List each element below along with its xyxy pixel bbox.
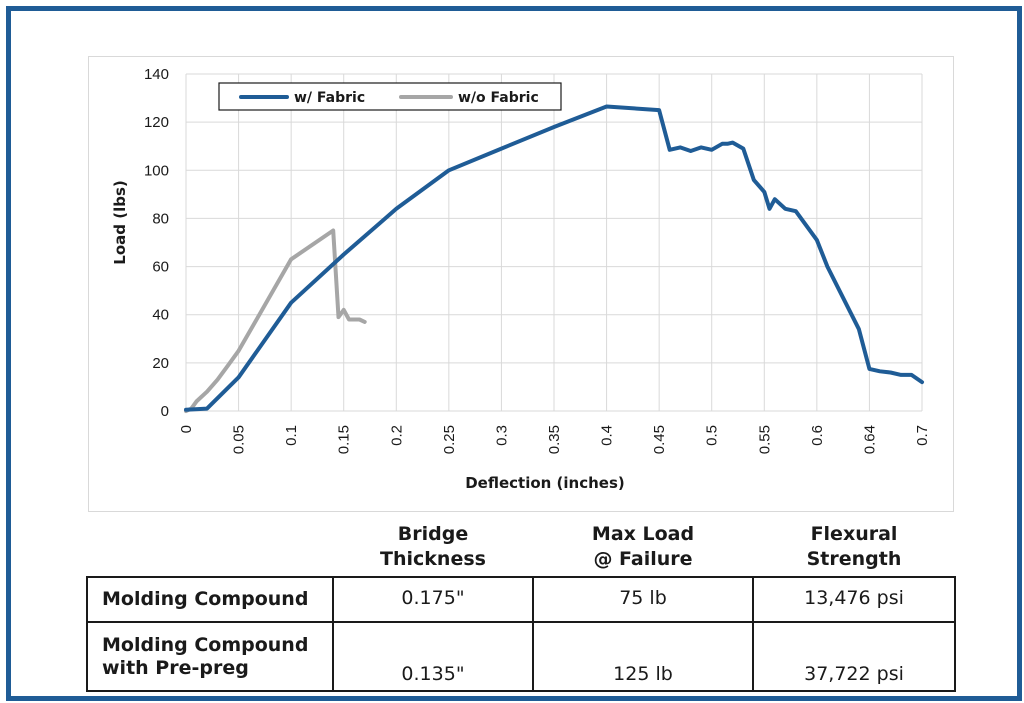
series-line-with-fabric bbox=[184, 104, 924, 412]
cell-thickness: 0.175" bbox=[332, 576, 534, 623]
y-tick-label: 60 bbox=[152, 259, 169, 276]
cell-max-load: 75 lb bbox=[532, 576, 754, 623]
cell-strength: 37,722 psi bbox=[752, 621, 956, 692]
legend-label: w/o Fabric bbox=[458, 90, 539, 106]
y-tick-label: 0 bbox=[161, 403, 169, 420]
y-tick-label: 140 bbox=[144, 66, 169, 83]
row-label: Molding Compound bbox=[86, 576, 334, 623]
table-header-row: Bridge Thickness Max Load @ Failure Flex… bbox=[87, 518, 955, 578]
row-label-line: Molding Compound bbox=[102, 633, 309, 656]
x-tick-label: 0.64 bbox=[861, 425, 878, 454]
x-tick-label: 0.05 bbox=[231, 425, 248, 454]
table-row: Molding Compound 0.175" 75 lb 13,476 psi bbox=[86, 576, 956, 623]
header-max-load: Max Load @ Failure bbox=[533, 518, 753, 578]
table-row: Molding Compound with Pre-preg 0.135" 12… bbox=[86, 621, 956, 692]
y-tick-label: 20 bbox=[152, 355, 169, 372]
header-flexural-strength: Flexural Strength bbox=[753, 518, 955, 578]
header-line: Bridge bbox=[397, 523, 469, 545]
chart-area: 0 20 40 60 80 100 120 140 0 0.05 0.1 0.15 0.2 0.25 0.3… bbox=[88, 56, 954, 512]
x-tick-label: 0 bbox=[178, 425, 195, 433]
x-axis-title: Deflection (inches) bbox=[465, 474, 625, 492]
row-label: Molding Compound with Pre-preg bbox=[86, 621, 334, 692]
series-line-without-fabric bbox=[184, 228, 367, 413]
x-tick-label: 0.15 bbox=[336, 425, 353, 454]
header-line: Thickness bbox=[380, 548, 486, 570]
header-line: Flexural bbox=[810, 523, 898, 545]
x-tick-label: 0.55 bbox=[756, 425, 773, 454]
header-line: @ Failure bbox=[593, 548, 693, 570]
x-tick-label: 0.5 bbox=[704, 425, 721, 446]
x-tick-label: 0.2 bbox=[388, 425, 405, 446]
specs-table: Bridge Thickness Max Load @ Failure Flex… bbox=[86, 518, 956, 692]
x-tick-label: 0.3 bbox=[493, 425, 510, 446]
y-tick-label: 80 bbox=[152, 210, 169, 227]
y-tick-label: 120 bbox=[144, 114, 169, 131]
outer-frame bbox=[6, 6, 1022, 701]
legend-label: w/ Fabric bbox=[294, 90, 365, 106]
y-tick-label: 100 bbox=[144, 162, 169, 179]
x-tick-label: 0.45 bbox=[651, 425, 668, 454]
x-tick-label: 0.35 bbox=[546, 425, 563, 454]
x-tick-label: 0.6 bbox=[809, 425, 826, 446]
cell-max-load: 125 lb bbox=[532, 621, 754, 692]
header-line: Max Load bbox=[591, 523, 695, 545]
x-tick-label: 0.25 bbox=[441, 425, 458, 454]
x-tick-label: 0.7 bbox=[914, 425, 931, 446]
x-tick-label: 0.4 bbox=[599, 425, 616, 446]
x-tick-label: 0.1 bbox=[283, 425, 300, 446]
table-header-blank bbox=[87, 518, 333, 578]
y-axis-title: Load (lbs) bbox=[111, 180, 129, 264]
cell-thickness: 0.135" bbox=[332, 621, 534, 692]
load-deflection-chart: 0 20 40 60 80 100 120 140 0 0.05 0.1 0.15 0.2 0.25 0.3… bbox=[111, 66, 931, 492]
header-bridge-thickness: Bridge Thickness bbox=[333, 518, 533, 578]
y-tick-label: 40 bbox=[152, 307, 169, 324]
header-line: Strength bbox=[806, 548, 902, 570]
cell-strength: 13,476 psi bbox=[752, 576, 956, 623]
row-label-line: with Pre-preg bbox=[102, 656, 249, 679]
